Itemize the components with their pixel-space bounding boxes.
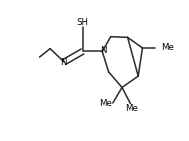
- Text: Me: Me: [99, 99, 112, 108]
- Text: N: N: [100, 46, 106, 55]
- Text: Me: Me: [161, 43, 174, 52]
- Text: N: N: [60, 58, 67, 67]
- Text: Me: Me: [125, 104, 138, 113]
- Text: SH: SH: [77, 18, 88, 27]
